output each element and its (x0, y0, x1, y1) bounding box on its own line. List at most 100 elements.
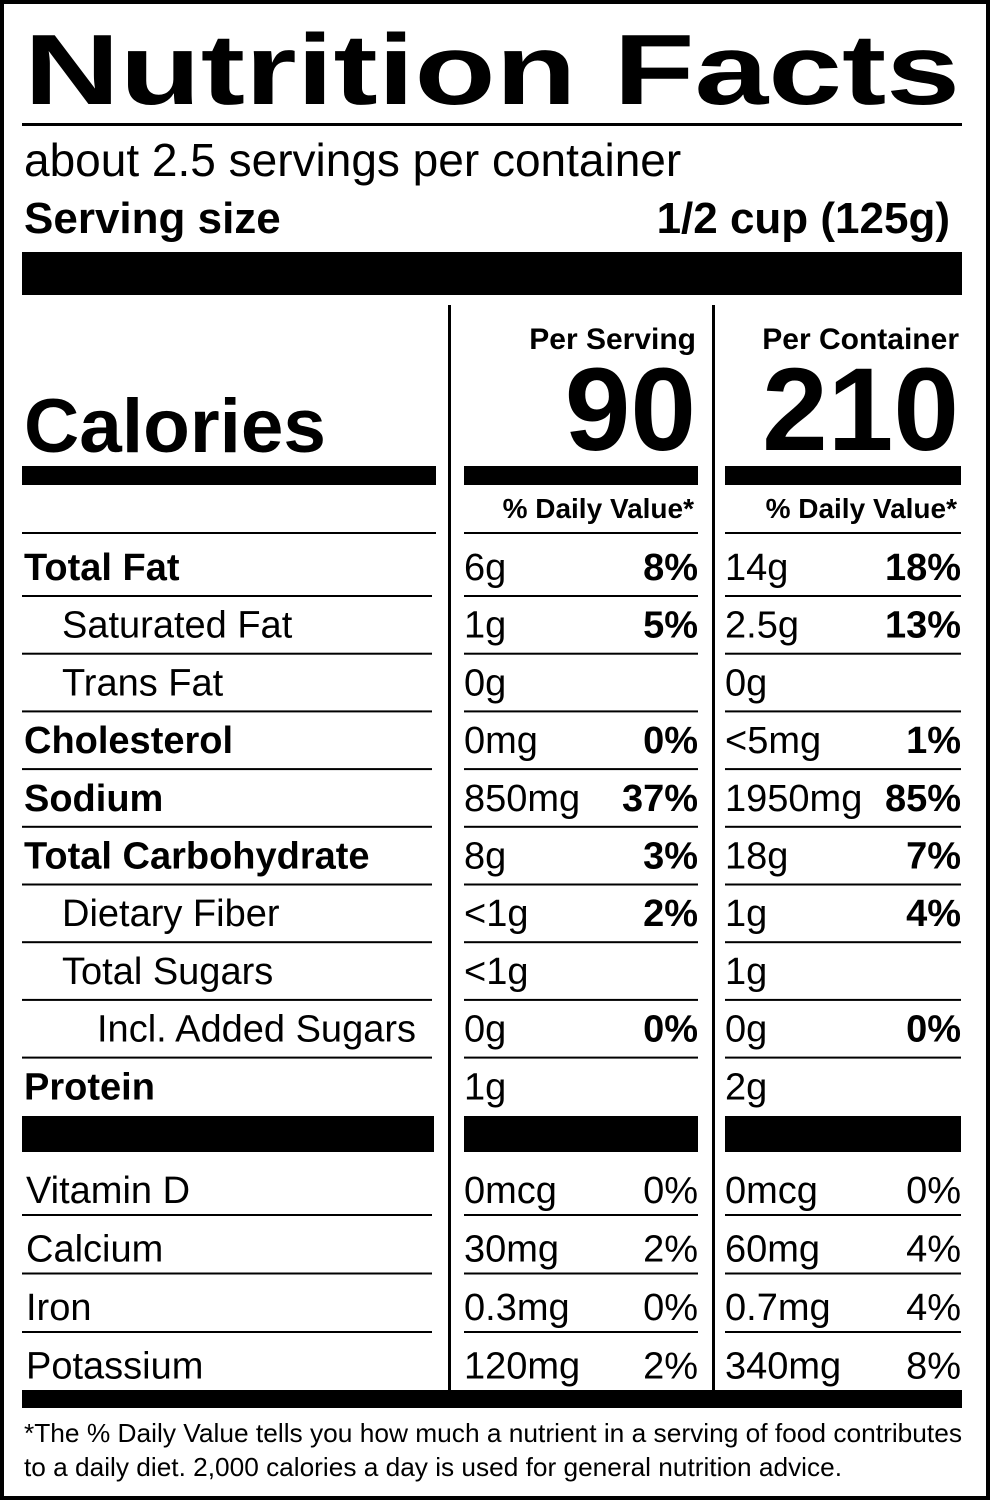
nutrient-name: Sodium (24, 778, 163, 820)
amount: 2.5g (725, 605, 799, 647)
amount: 0g (725, 662, 767, 704)
thick-bar (22, 252, 962, 295)
rule (464, 1214, 698, 1216)
rule (22, 1272, 432, 1275)
rule (725, 1272, 961, 1275)
rule (22, 123, 962, 126)
amount: 1g (464, 605, 506, 647)
daily-value: 0% (643, 1287, 698, 1329)
rule (22, 883, 432, 886)
daily-value: 4% (906, 1287, 961, 1329)
amount: 1g (725, 951, 767, 993)
daily-value: 3% (643, 836, 698, 878)
rule (22, 1214, 432, 1216)
servings: about 2.5 servings per container (24, 134, 681, 186)
rule (464, 710, 698, 713)
daily-value: 0% (643, 1170, 698, 1212)
rule (22, 768, 432, 771)
amount: 0.7mg (725, 1287, 831, 1329)
thick-bar (464, 466, 698, 485)
footnote: *The % Daily Value tells you how much a … (24, 1418, 962, 1448)
rule (464, 825, 698, 828)
amount: <5mg (725, 720, 821, 762)
daily-value: 0% (643, 1009, 698, 1051)
dv-heading: % Daily Value* (503, 493, 695, 524)
amount: 18g (725, 836, 788, 878)
amount: 850mg (464, 778, 580, 820)
amount: 0g (464, 1009, 506, 1051)
column-divider (448, 305, 451, 1390)
nutrient-name: Dietary Fiber (62, 893, 280, 935)
rule (22, 1331, 432, 1333)
rule (725, 710, 961, 713)
amount: 1950mg (725, 778, 862, 820)
rule (464, 1331, 698, 1333)
rule (464, 1056, 698, 1059)
amount: 0mg (464, 720, 538, 762)
daily-value: 2% (643, 1346, 698, 1388)
calories-value: 90 (565, 344, 696, 476)
rule (725, 1056, 961, 1059)
rule (464, 883, 698, 886)
thick-bar (725, 466, 961, 485)
thick-bar (464, 1116, 698, 1152)
rule (22, 998, 432, 1001)
rule (22, 595, 432, 597)
amount: 120mg (464, 1346, 580, 1388)
rule (464, 941, 698, 944)
rule (725, 825, 961, 828)
rule (22, 652, 432, 655)
daily-value: 13% (885, 605, 961, 647)
nutrient-name: Saturated Fat (62, 605, 293, 647)
rule (464, 998, 698, 1001)
daily-value: 0% (643, 720, 698, 762)
amount: 0.3mg (464, 1287, 570, 1329)
column-heading: Per Container (762, 323, 959, 356)
vitamin-name: Vitamin D (26, 1170, 190, 1212)
rule (464, 532, 698, 534)
rule (725, 998, 961, 1001)
amount: 30mg (464, 1229, 559, 1271)
amount: 1g (464, 1066, 506, 1108)
column-divider (712, 305, 715, 1390)
amount: 340mg (725, 1346, 841, 1388)
vitamin-name: Iron (26, 1287, 91, 1329)
rule (725, 595, 961, 597)
rule (22, 710, 432, 713)
nutrient-name: Protein (24, 1066, 155, 1108)
daily-value: 0% (906, 1170, 961, 1212)
rule (22, 825, 432, 828)
thick-bar (22, 1390, 962, 1408)
nutrient-name: Incl. Added Sugars (97, 1009, 416, 1051)
thick-bar (22, 466, 436, 485)
amount: 14g (725, 547, 788, 589)
daily-value: 7% (906, 836, 961, 878)
rule (725, 883, 961, 886)
nutrient-name: Total Fat (24, 547, 180, 589)
daily-value: 18% (885, 547, 961, 589)
daily-value: 4% (906, 1229, 961, 1271)
rule (22, 532, 436, 534)
nutrient-name: Trans Fat (62, 662, 224, 704)
amount: 6g (464, 547, 506, 589)
daily-value: 1% (906, 720, 961, 762)
vitamin-name: Calcium (26, 1229, 163, 1271)
vitamin-name: Potassium (26, 1346, 203, 1388)
rule (464, 768, 698, 771)
rule (725, 652, 961, 655)
amount: 0g (725, 1009, 767, 1051)
calories-value: 210 (762, 344, 959, 476)
amount: 2g (725, 1066, 767, 1108)
rule (464, 1272, 698, 1275)
serving-size-value: 1/2 cup (125g) (657, 194, 950, 243)
rule (725, 768, 961, 771)
amount: <1g (464, 951, 528, 993)
dv-heading: % Daily Value* (766, 493, 958, 524)
rule (725, 941, 961, 944)
daily-value: 2% (643, 893, 698, 935)
thick-bar (22, 1116, 434, 1152)
amount: 0mcg (464, 1170, 557, 1212)
daily-value: 5% (643, 605, 698, 647)
